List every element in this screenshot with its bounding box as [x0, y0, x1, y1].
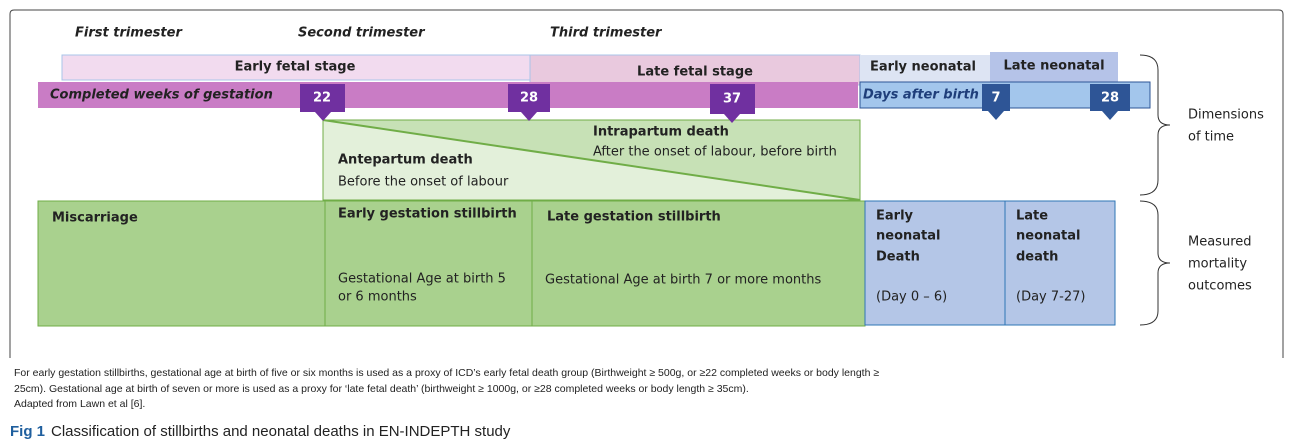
outcome-title: neonatal: [1016, 229, 1080, 244]
marker: [300, 84, 345, 112]
death-box: [322, 119, 861, 201]
brace: [1139, 200, 1171, 326]
marker: [1090, 84, 1130, 111]
label: After the onset of labour, before birth: [593, 145, 837, 160]
outcome-desc: or 6 months: [338, 290, 417, 305]
outcome-box: [531, 200, 866, 327]
brace: [1139, 54, 1171, 196]
outcome-box: [1004, 200, 1116, 326]
birth-label: Days after birth: [863, 88, 979, 103]
outcome-desc: Gestational Age at birth 5: [338, 272, 506, 287]
outcome-title: Late: [1016, 209, 1048, 224]
outcome-title: death: [1016, 250, 1058, 265]
trimester: Third trimester: [550, 26, 663, 41]
label: Antepartum death: [338, 153, 473, 168]
marker-arrow: [1102, 111, 1118, 120]
outcome-title: Early: [876, 209, 914, 224]
figure-title: Classification of stillbirths and neonat…: [51, 423, 511, 440]
outcome-desc: (Day 0 – 6): [876, 290, 947, 305]
side-label: Dimensions: [1188, 108, 1264, 123]
marker: [508, 84, 550, 112]
outcome-title: Death: [876, 250, 920, 265]
markers: 22 28 37 7 28: [300, 84, 1130, 123]
marker-arrow: [724, 114, 740, 123]
side-label: mortality: [1188, 257, 1247, 272]
outcome-title: Miscarriage: [52, 211, 138, 226]
outcome-box: [864, 200, 1006, 326]
marker-label: 28: [520, 91, 538, 106]
marker-label: 37: [723, 92, 741, 107]
note: For early gestation stillbirths, gestati…: [14, 367, 879, 379]
marker: [710, 84, 755, 114]
marker-label: 28: [1101, 91, 1119, 106]
stage-bar: [990, 52, 1118, 82]
label: Before the onset of labour: [338, 175, 509, 190]
side-label: Measured: [1188, 235, 1252, 250]
stage-label: Late fetal stage: [637, 65, 753, 80]
marker-arrow: [988, 111, 1004, 120]
outcome-desc: (Day 7-27): [1016, 290, 1085, 305]
side-label: outcomes: [1188, 279, 1252, 294]
marker-label: 22: [313, 91, 331, 106]
outcome-desc: Gestational Age at birth 7 or more month…: [545, 273, 822, 288]
outcome-title: Early gestation stillbirth: [338, 207, 517, 222]
note: Adapted from Lawn et al [6].: [14, 398, 145, 410]
figure-caption: Fig 1 Classification of stillbirths and n…: [10, 423, 511, 440]
note: 25cm). Gestational age at birth of seven…: [14, 383, 749, 395]
outcome-box: [324, 200, 533, 327]
marker: [982, 84, 1010, 111]
stage-label: Late neonatal: [1003, 59, 1104, 74]
frame: [9, 9, 1284, 358]
gestation-label: Completed weeks of gestation: [50, 88, 273, 103]
trimester: Second trimester: [298, 26, 426, 41]
marker-arrow: [521, 112, 537, 121]
outcome-box: [37, 200, 326, 327]
stage-bar: [529, 54, 861, 86]
divider: [322, 119, 861, 201]
outcome-title: neonatal: [876, 229, 940, 244]
figure-label: Fig 1: [10, 423, 45, 440]
trimester: First trimester: [75, 26, 183, 41]
stage-bar: [860, 55, 990, 82]
side-label: of time: [1188, 130, 1234, 145]
outcome-title: Late gestation stillbirth: [547, 210, 721, 225]
label: Intrapartum death: [593, 125, 729, 140]
stage-label: Early neonatal: [870, 60, 976, 75]
stage-label: Early fetal stage: [235, 60, 356, 75]
marker-label: 7: [991, 91, 1000, 106]
marker-arrow: [315, 112, 331, 121]
